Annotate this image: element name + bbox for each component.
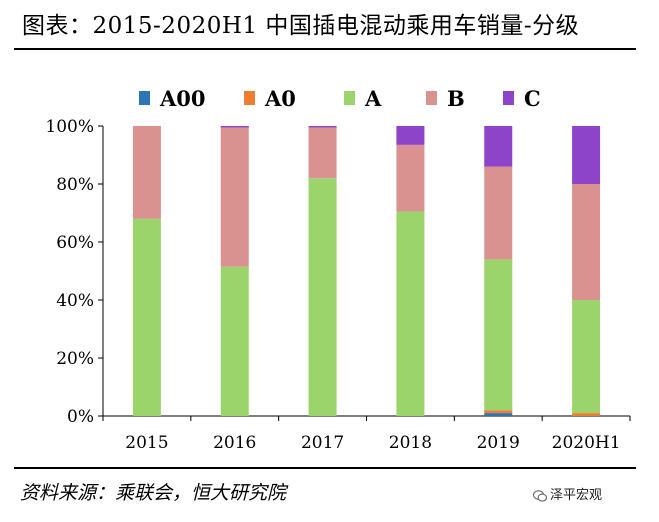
title-rule [14,48,636,50]
stacked-bar-chart: A00 A0 A B C 0% 20% 40% 60% 80% 100% 2015 2016 2017 2… [45,86,631,453]
x-tick-label: 2020H1 [552,433,621,453]
bar-segment-a0 [484,410,513,414]
legend-label-c: C [524,86,541,111]
bar-segment-c [220,126,249,128]
legend-swatch-a00 [139,91,150,105]
legend-label-a0: A0 [264,86,296,111]
x-tick-label: 2019 [477,433,520,453]
wechat-icon [533,489,547,502]
y-tick-label: 0% [67,407,94,427]
bar-segment-a [308,178,337,416]
x-tick-label: 2018 [389,433,432,453]
bar-segment-b [220,127,249,267]
bar-segment-b [484,166,513,260]
y-tick-label: 40% [56,291,94,311]
x-tick-label: 2016 [213,433,256,453]
watermark: 泽平宏观 [533,484,602,503]
bar-segment-a [132,218,161,416]
legend-label-b: B [447,86,465,111]
source-rule [14,467,636,469]
legend-label-a: A [364,86,382,111]
source-note: 资料来源：乘联会，恒大研究院 [20,482,287,504]
y-tick-label: 20% [56,349,94,369]
watermark-text: 泽平宏观 [550,488,603,503]
bar-segment-a [572,300,601,414]
bar-segment-a0 [572,413,601,416]
legend-swatch-a0 [244,91,255,105]
legend-swatch-a [344,91,355,105]
bar-segment-b [132,126,161,219]
bar-segment-b [572,184,601,300]
bar-segment-b [308,127,337,179]
bar-segment-c [396,126,425,145]
legend: A00 A0 A B C [139,86,541,111]
chart-title: 图表：2015-2020H1 中国插电混动乘用车销量-分级 [22,13,580,39]
bar-segment-a [220,266,249,416]
bar-segment-a [484,259,513,411]
bar-segment-c [572,126,601,184]
bar-segment-a00 [484,413,513,416]
bars [132,126,601,416]
bar-segment-a [396,211,425,416]
y-tick-label: 80% [56,175,94,195]
bar-segment-c [484,126,513,167]
x-tick-label: 2015 [125,433,168,453]
bar-segment-b [396,144,425,212]
legend-swatch-b [426,91,437,105]
axes: 0% 20% 40% 60% 80% 100% 2015 2016 2017 2018 2019 20… [45,117,631,453]
legend-swatch-c [503,91,514,105]
x-tick-label: 2017 [301,433,344,453]
y-tick-label: 60% [56,233,94,253]
y-tick-label: 100% [45,117,94,137]
bar-segment-c [308,126,337,128]
legend-label-a00: A00 [159,86,206,111]
